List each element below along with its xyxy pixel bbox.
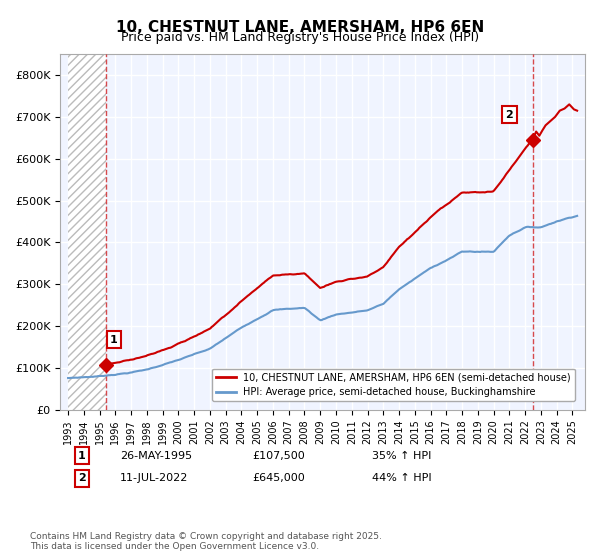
Text: 1: 1 bbox=[110, 334, 118, 344]
Text: 2: 2 bbox=[505, 110, 513, 120]
Text: 11-JUL-2022: 11-JUL-2022 bbox=[120, 473, 188, 483]
Text: 1: 1 bbox=[78, 451, 86, 461]
Text: £107,500: £107,500 bbox=[252, 451, 305, 461]
Legend: 10, CHESTNUT LANE, AMERSHAM, HP6 6EN (semi-detached house), HPI: Average price, : 10, CHESTNUT LANE, AMERSHAM, HP6 6EN (se… bbox=[212, 368, 575, 401]
Text: 35% ↑ HPI: 35% ↑ HPI bbox=[372, 451, 431, 461]
Bar bbox=[68, 54, 106, 409]
Text: 44% ↑ HPI: 44% ↑ HPI bbox=[372, 473, 431, 483]
Text: 26-MAY-1995: 26-MAY-1995 bbox=[120, 451, 192, 461]
Text: Contains HM Land Registry data © Crown copyright and database right 2025.
This d: Contains HM Land Registry data © Crown c… bbox=[30, 532, 382, 552]
Text: 10, CHESTNUT LANE, AMERSHAM, HP6 6EN: 10, CHESTNUT LANE, AMERSHAM, HP6 6EN bbox=[116, 20, 484, 35]
Text: £645,000: £645,000 bbox=[252, 473, 305, 483]
Text: 2: 2 bbox=[78, 473, 86, 483]
Text: Price paid vs. HM Land Registry's House Price Index (HPI): Price paid vs. HM Land Registry's House … bbox=[121, 31, 479, 44]
